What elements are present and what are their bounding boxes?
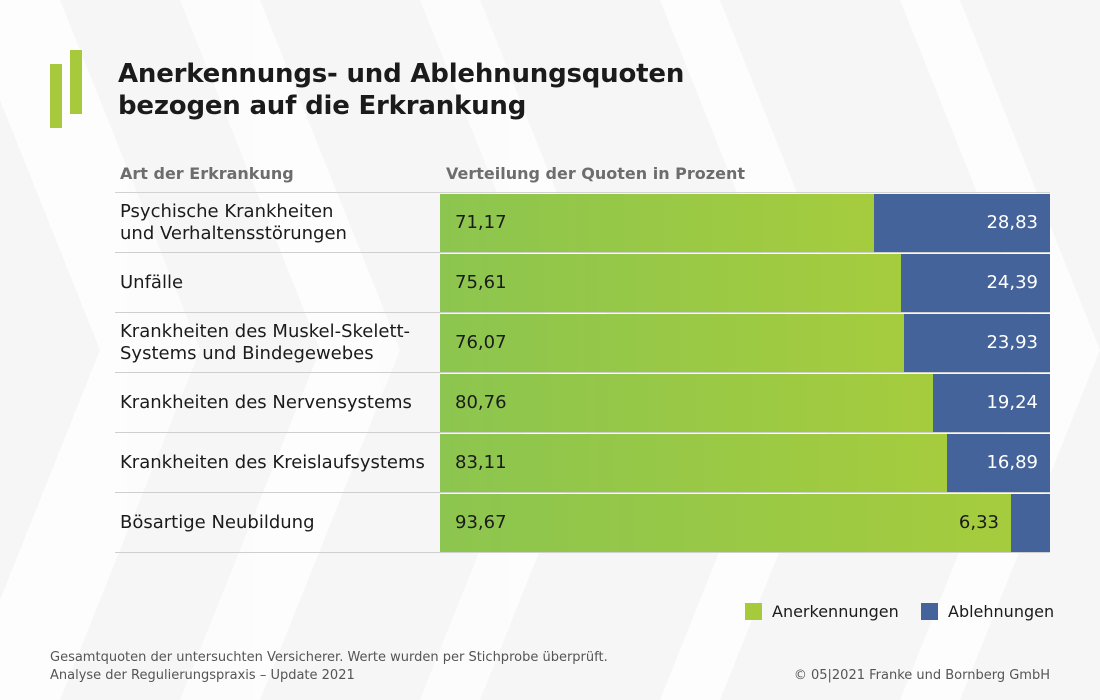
row-divider — [115, 312, 1050, 313]
table-row: Bösartige Neubildung 93,67 6,33 — [115, 493, 1050, 553]
category-label: Unfälle — [120, 271, 184, 293]
chart-title: Anerkennungs- und Ablehnungsquoten bezog… — [118, 59, 685, 121]
bar-segment-anerkennungen — [440, 434, 947, 492]
table-row: Krankheiten des Nervensystems 80,76 19,24 — [115, 373, 1050, 433]
category-label: Psychische Krankheiten und Verhaltensstö… — [120, 200, 347, 244]
value-label-anerkennungen: 71,17 — [455, 212, 507, 233]
category-label: Krankheiten des Muskel-Skelett- Systems … — [120, 320, 411, 364]
value-label-ablehnungen: 19,24 — [986, 392, 1038, 413]
bar-segment-ablehnungen — [874, 194, 1050, 252]
row-divider — [115, 492, 1050, 493]
category-label: Krankheiten des Kreislaufsystems — [120, 451, 425, 473]
legend-item-ablehnungen: Ablehnungen — [921, 600, 1054, 622]
value-column-header: Verteilung der Quoten in Prozent — [446, 164, 745, 183]
footer-copyright: © 05|2021 Franke und Bornberg GmbH — [793, 668, 1050, 683]
bar-segment-ablehnungen — [904, 314, 1050, 372]
legend-swatch-ablehnungen — [921, 602, 938, 620]
value-label-anerkennungen: 75,61 — [455, 272, 507, 293]
value-label-ablehnungen: 6,33 — [958, 512, 999, 533]
row-divider — [115, 552, 1050, 553]
legend-swatch-anerkennungen — [745, 602, 762, 620]
row-divider — [115, 372, 1050, 373]
stacked-bar: 75,61 24,39 — [440, 254, 1050, 312]
category-label: Bösartige Neubildung — [120, 511, 315, 533]
bar-segment-ablehnungen — [1011, 494, 1050, 552]
bar-segment-anerkennungen — [440, 314, 904, 372]
footer-note-line-2: Analyse der Regulierungspraxis – Update … — [50, 668, 355, 683]
logo-bar-left — [50, 64, 62, 128]
category-column-header: Art der Erkrankung — [120, 164, 294, 183]
table-row: Krankheiten des Kreislaufsystems 83,11 16,… — [115, 433, 1050, 493]
table-top-divider — [115, 192, 1050, 193]
legend-item-anerkennungen: Anerkennungen — [745, 600, 899, 622]
table-row: Psychische Krankheiten und Verhaltensstö… — [115, 193, 1050, 253]
bar-segment-anerkennungen — [440, 194, 874, 252]
bar-segment-ablehnungen — [947, 434, 1050, 492]
category-label: Krankheiten des Nervensystems — [120, 391, 412, 413]
footer-note-line-1: Gesamtquoten der untersuchten Versichere… — [50, 650, 608, 665]
legend-label-ablehnungen: Ablehnungen — [948, 601, 1055, 621]
value-label-anerkennungen: 93,67 — [455, 512, 507, 533]
stacked-bar: 71,17 28,83 — [440, 194, 1050, 252]
value-label-ablehnungen: 24,39 — [986, 272, 1038, 293]
row-divider — [115, 432, 1050, 433]
bar-segment-anerkennungen — [440, 374, 933, 432]
stacked-bar: 80,76 19,24 — [440, 374, 1050, 432]
table-row: Krankheiten des Muskel-Skelett- Systems … — [115, 313, 1050, 373]
value-label-ablehnungen: 23,93 — [986, 332, 1038, 353]
value-label-anerkennungen: 76,07 — [455, 332, 507, 353]
value-label-anerkennungen: 83,11 — [455, 452, 507, 473]
bar-segment-ablehnungen — [901, 254, 1050, 312]
value-label-anerkennungen: 80,76 — [455, 392, 507, 413]
bar-segment-anerkennungen — [440, 254, 901, 312]
logo-bar-right — [70, 50, 82, 114]
stacked-bar: 83,11 16,89 — [440, 434, 1050, 492]
legend-label-anerkennungen: Anerkennungen — [772, 601, 899, 621]
value-label-ablehnungen: 16,89 — [986, 452, 1038, 473]
row-divider — [115, 252, 1050, 253]
table-row: Unfälle 75,61 24,39 — [115, 253, 1050, 313]
bar-segment-ablehnungen — [933, 374, 1050, 432]
brand-logo — [50, 50, 82, 128]
stacked-bar: 93,67 6,33 — [440, 494, 1050, 552]
stacked-bar: 76,07 23,93 — [440, 314, 1050, 372]
footer-note: Gesamtquoten der untersuchten Versichere… — [50, 649, 608, 685]
bar-segment-anerkennungen — [440, 494, 1011, 552]
value-label-ablehnungen: 28,83 — [986, 212, 1038, 233]
